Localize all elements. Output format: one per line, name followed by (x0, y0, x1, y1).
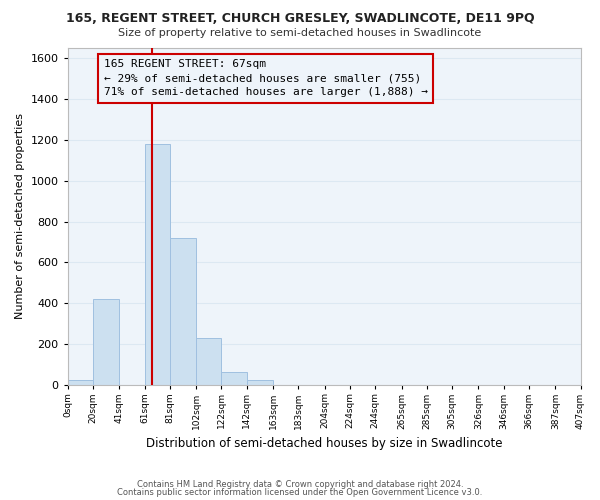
X-axis label: Distribution of semi-detached houses by size in Swadlincote: Distribution of semi-detached houses by … (146, 437, 502, 450)
Bar (93, 300, 119, 386)
Text: Size of property relative to semi-detached houses in Swadlincote: Size of property relative to semi-detach… (118, 28, 482, 38)
Text: 165, REGENT STREET, CHURCH GRESLEY, SWADLINCOTE, DE11 9PQ: 165, REGENT STREET, CHURCH GRESLEY, SWAD… (65, 12, 535, 26)
Text: 165 REGENT STREET: 67sqm
← 29% of semi-detached houses are smaller (755)
71% of : 165 REGENT STREET: 67sqm ← 29% of semi-d… (104, 60, 428, 98)
Bar (221, 372, 247, 386)
Bar (68, 380, 93, 386)
Bar (170, 238, 196, 386)
Y-axis label: Number of semi-detached properties: Number of semi-detached properties (15, 114, 25, 320)
Bar (145, 144, 170, 386)
Text: Contains public sector information licensed under the Open Government Licence v3: Contains public sector information licen… (118, 488, 482, 497)
Text: Contains HM Land Registry data © Crown copyright and database right 2024.: Contains HM Land Registry data © Crown c… (137, 480, 463, 489)
Bar (196, 338, 221, 386)
Bar (247, 380, 273, 386)
